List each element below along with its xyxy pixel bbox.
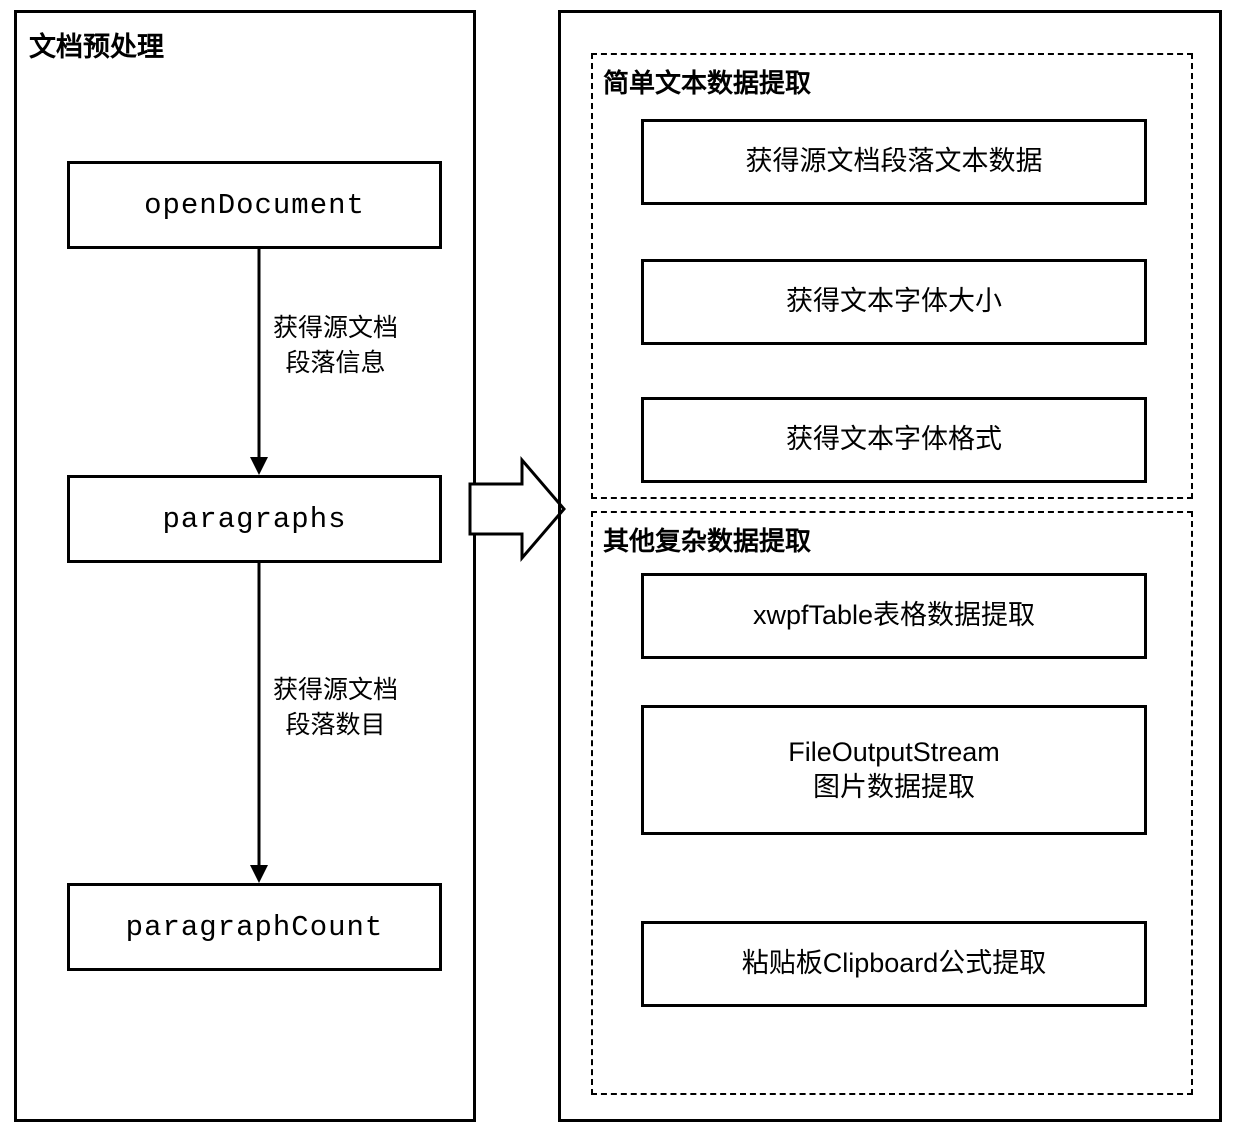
node-label: paragraphs	[162, 503, 346, 536]
left-panel-title: 文档预处理	[29, 25, 164, 64]
node-label: paragraphCount	[126, 911, 384, 944]
box-font-size: 获得文本字体大小	[641, 259, 1147, 345]
left-panel: 文档预处理 openDocument 获得源文档 段落信息 paragraphs…	[14, 10, 476, 1122]
edge-label-1: 获得源文档 段落信息	[273, 311, 398, 381]
box-clipboard: 粘贴板Clipboard公式提取	[641, 921, 1147, 1007]
edge-label-2: 获得源文档 段落数目	[273, 673, 398, 743]
box-font-format: 获得文本字体格式	[641, 397, 1147, 483]
flowchart-diagram: 文档预处理 openDocument 获得源文档 段落信息 paragraphs…	[0, 0, 1240, 1129]
node-open-document: openDocument	[67, 161, 442, 249]
node-paragraph-count: paragraphCount	[67, 883, 442, 971]
node-label: openDocument	[144, 189, 365, 222]
group-simple-text: 简单文本数据提取 获得源文档段落文本数据 获得文本字体大小 获得文本字体格式	[591, 53, 1193, 499]
group-title: 简单文本数据提取	[603, 63, 811, 100]
box-paragraph-text: 获得源文档段落文本数据	[641, 119, 1147, 205]
group-title: 其他复杂数据提取	[603, 521, 811, 558]
box-file-output-stream: FileOutputStream 图片数据提取	[641, 705, 1147, 835]
big-arrow-icon	[468, 456, 568, 562]
box-xwpf-table: xwpfTable表格数据提取	[641, 573, 1147, 659]
group-complex-data: 其他复杂数据提取 xwpfTable表格数据提取 FileOutputStrea…	[591, 511, 1193, 1095]
node-paragraphs: paragraphs	[67, 475, 442, 563]
right-panel: 简单文本数据提取 获得源文档段落文本数据 获得文本字体大小 获得文本字体格式 其…	[558, 10, 1222, 1122]
